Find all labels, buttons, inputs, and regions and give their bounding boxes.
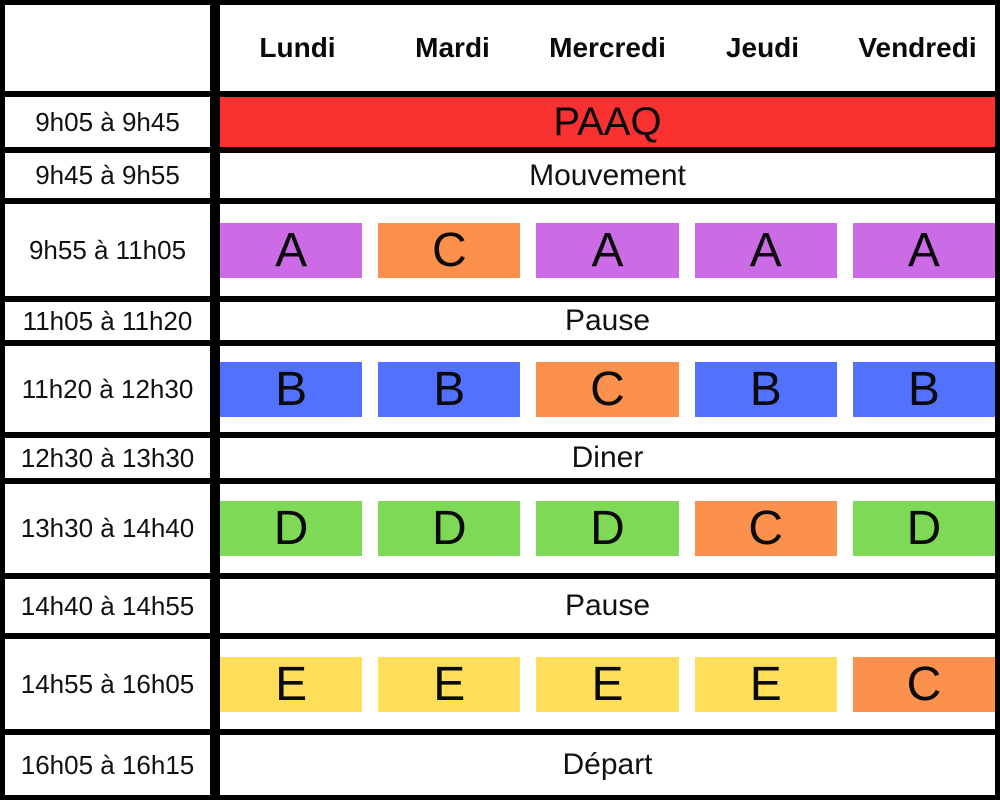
day-header-jeudi: Jeudi [725, 32, 800, 63]
day-header-mardi: Mardi [415, 32, 490, 63]
class-row: A C A A A [220, 204, 996, 296]
class-row: D D D C D [220, 484, 996, 573]
day-header-lundi: Lundi [259, 32, 336, 63]
class-row: E E E E C [220, 639, 996, 729]
class-block: A [220, 222, 363, 278]
day-header-vendredi: Vendredi [858, 32, 977, 63]
class-block: A [694, 222, 837, 278]
class-block: D [536, 501, 679, 556]
time-cell: 14h40 à 14h55 [5, 579, 210, 633]
span-cell-pause-2: Pause [220, 579, 995, 633]
class-block: C [852, 656, 996, 712]
banner-cell-paaq: PAAQ [220, 97, 995, 147]
time-cell: 13h30 à 14h40 [5, 484, 210, 573]
class-block: A [536, 222, 679, 278]
class-block: E [378, 656, 521, 712]
class-block: E [694, 656, 837, 712]
time-cell: 14h55 à 16h05 [5, 639, 210, 729]
class-row: B B C B B [220, 346, 996, 432]
corner-cell [5, 5, 210, 91]
time-cell: 11h05 à 11h20 [5, 302, 210, 340]
span-cell-depart: Départ [220, 735, 995, 795]
class-block: C [378, 222, 521, 278]
class-block: E [536, 656, 679, 712]
day-header-mercredi: Mercredi [549, 32, 666, 63]
class-block: B [694, 361, 837, 417]
span-cell-pause: Pause [220, 302, 995, 340]
time-cell: 12h30 à 13h30 [5, 438, 210, 478]
span-cell-diner: Diner [220, 438, 995, 478]
class-block: D [852, 501, 996, 556]
class-block: C [694, 501, 837, 556]
class-block: D [220, 501, 363, 556]
time-cell: 9h55 à 11h05 [5, 204, 210, 296]
class-block: B [220, 361, 363, 417]
time-cell: 16h05 à 16h15 [5, 735, 210, 795]
class-block: D [378, 501, 521, 556]
time-cell: 9h05 à 9h45 [5, 97, 210, 147]
time-cell: 11h20 à 12h30 [5, 346, 210, 432]
class-block: B [378, 361, 521, 417]
day-header-row: Lundi Mardi Mercredi Jeudi Vendredi [220, 5, 995, 91]
class-block: C [536, 361, 679, 417]
class-block: E [220, 656, 363, 712]
class-block: A [852, 222, 996, 278]
time-cell: 9h45 à 9h55 [5, 153, 210, 198]
span-cell-mouvement: Mouvement [220, 153, 995, 198]
class-block: B [852, 361, 996, 417]
